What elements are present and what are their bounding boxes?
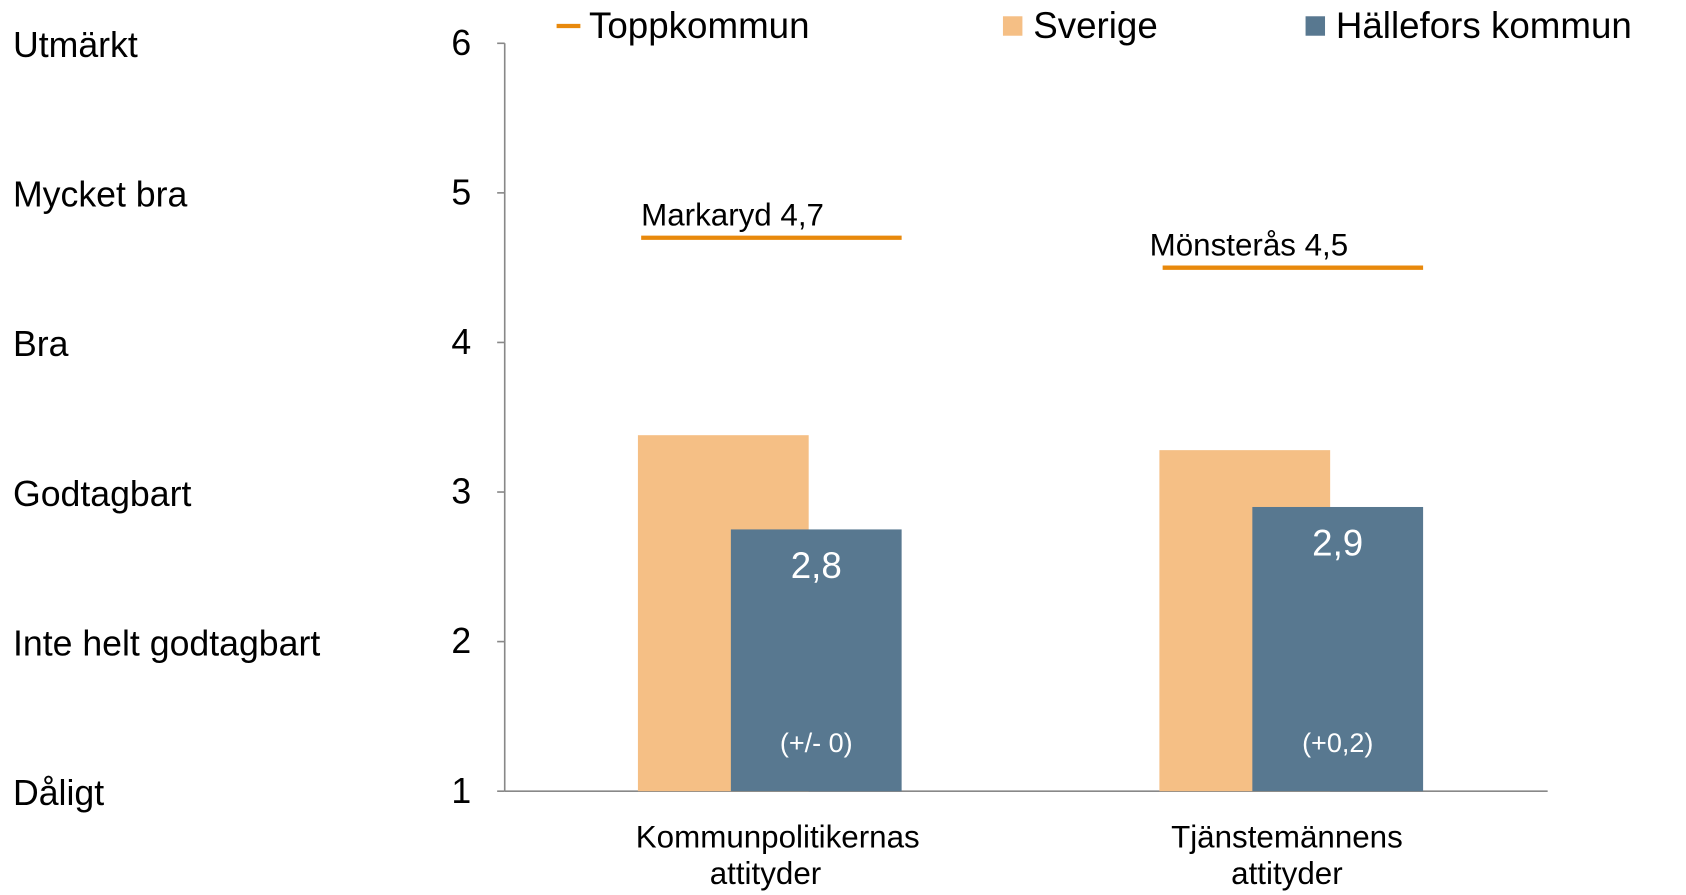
legend-label: Sverige xyxy=(1033,5,1158,46)
legend-label: Hällefors kommun xyxy=(1336,5,1632,46)
y-level-label: Dåligt xyxy=(13,773,104,813)
value-label: 2,8 xyxy=(791,545,842,586)
top-label: Markaryd 4,7 xyxy=(641,197,824,232)
y-tick-label: 3 xyxy=(451,472,471,512)
change-label: (+0,2) xyxy=(1302,728,1373,758)
top-label: Mönsterås 4,5 xyxy=(1150,227,1349,262)
y-level-label: Utmärkt xyxy=(13,25,138,65)
x-tick-label: Tjänstemännens attityder xyxy=(1171,820,1403,892)
bar xyxy=(1252,506,1424,792)
y-tick-label: 4 xyxy=(451,322,471,362)
y-tick-label: 5 xyxy=(451,172,471,212)
bar xyxy=(730,529,902,792)
legend-swatch xyxy=(1002,16,1023,36)
x-label-box: Kommunpolitikernas attityder xyxy=(635,820,920,892)
y-level-label: Inte helt godtagbart xyxy=(13,623,320,663)
y-level-label: Godtagbart xyxy=(13,474,191,514)
y-tick-label: 1 xyxy=(451,771,471,811)
y-level-label: Bra xyxy=(13,324,69,364)
change-label: (+/- 0) xyxy=(780,728,853,758)
x-tick-label: Kommunpolitikernas attityder xyxy=(635,820,920,892)
legend-label: Toppkommun xyxy=(589,5,810,46)
value-label: 2,9 xyxy=(1312,523,1363,564)
legend-swatch xyxy=(1305,16,1326,36)
y-level-label: Mycket bra xyxy=(13,175,188,215)
y-tick-label: 6 xyxy=(451,23,471,63)
x-label-box: Tjänstemännens attityder xyxy=(1171,820,1403,892)
y-tick-label: 2 xyxy=(451,621,471,661)
